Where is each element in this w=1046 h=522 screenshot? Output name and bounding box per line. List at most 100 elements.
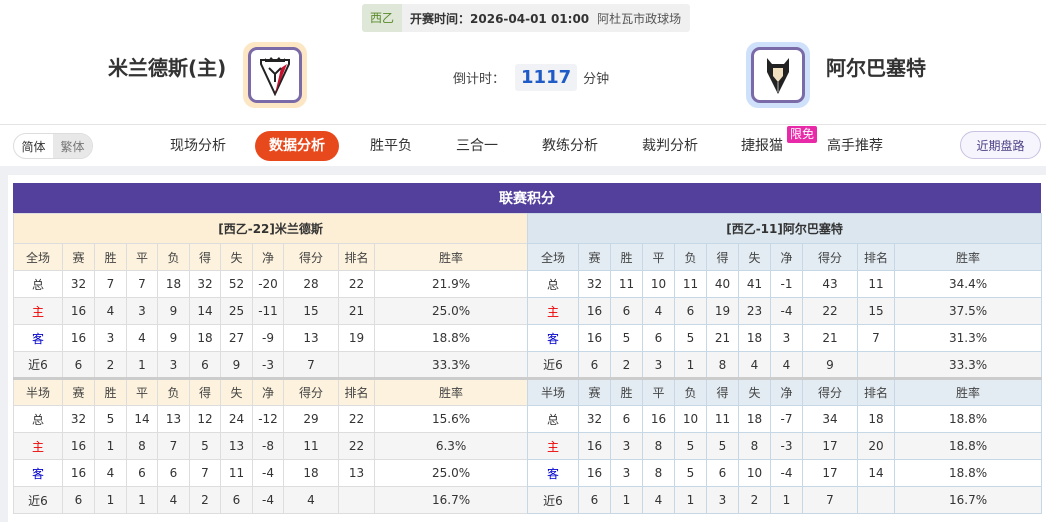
lang-traditional[interactable]: 繁体 — [53, 134, 92, 158]
table-row: 客 16 5 6 5 21 18 3 21 7 31.3% — [527, 324, 1043, 352]
table-cell: 1 — [126, 351, 158, 379]
away-team-logo[interactable] — [746, 42, 810, 108]
table-cell: 16 — [578, 459, 611, 487]
row-label: 客 — [13, 459, 63, 487]
table-row: 客 16 3 4 9 18 27 -9 13 19 18.8% — [13, 324, 529, 352]
tab-expert-picks[interactable]: 高手推荐 — [827, 138, 883, 154]
table-cell: 4 — [126, 324, 158, 352]
table-cell: 31.3% — [893, 324, 1043, 352]
table-cell: 3 — [94, 324, 127, 352]
tab-jiebaomao[interactable]: 捷报猫 — [741, 138, 783, 154]
table-cell: 1 — [610, 486, 643, 514]
column-header: 平 — [126, 243, 158, 271]
table-cell: 6 — [674, 297, 707, 325]
table-cell: 8 — [706, 351, 739, 379]
row-label: 近6 — [527, 486, 579, 514]
section-label: 半场 — [13, 377, 63, 406]
table-cell: 1 — [674, 351, 707, 379]
row-label: 客 — [527, 459, 579, 487]
table-cell: 32 — [578, 405, 611, 433]
tab-coach-analysis[interactable]: 教练分析 — [542, 138, 598, 154]
table-cell: 3 — [157, 351, 190, 379]
table-cell: 19 — [706, 297, 739, 325]
table-row: 主 16 3 8 5 5 8 -3 17 20 18.8% — [527, 432, 1043, 460]
table-cell: 2 — [738, 486, 771, 514]
table-cell: 13 — [338, 459, 375, 487]
table-cell: 6 — [610, 405, 643, 433]
table-cell: 24 — [220, 405, 253, 433]
table-cell: 16 — [578, 324, 611, 352]
row-label: 主 — [13, 297, 63, 325]
language-switch[interactable]: 简体 繁体 — [13, 133, 93, 159]
home-team-logo[interactable] — [243, 42, 307, 108]
table-cell: 17 — [802, 459, 858, 487]
table-header-row: 半场赛胜平负得失净得分 排名 胜率 — [527, 377, 1043, 406]
table-row: 客 16 3 8 5 6 10 -4 17 14 18.8% — [527, 459, 1043, 487]
column-header: 平 — [642, 377, 675, 406]
away-team-name[interactable]: 阿尔巴塞特 — [826, 56, 926, 80]
row-label: 总 — [13, 405, 63, 433]
table-cell: 11 — [674, 270, 707, 298]
column-header: 平 — [126, 377, 158, 406]
table-cell: 9 — [157, 324, 190, 352]
recent-handicap-button[interactable]: 近期盘路 — [960, 131, 1041, 159]
table-cell: 18 — [283, 459, 339, 487]
table-row: 主 16 4 3 9 14 25 -11 15 21 25.0% — [13, 297, 529, 325]
home-team-name[interactable]: 米兰德斯(主) — [108, 56, 227, 80]
table-cell: 27 — [220, 324, 253, 352]
tab-referee-analysis[interactable]: 裁判分析 — [642, 138, 698, 154]
table-cell: 37.5% — [893, 297, 1043, 325]
table-cell: 18 — [857, 405, 895, 433]
column-header: 失 — [220, 377, 253, 406]
tab-live-analysis[interactable]: 现场分析 — [170, 138, 226, 154]
column-header: 胜 — [94, 377, 127, 406]
table-cell: 43 — [802, 270, 858, 298]
table-cell: 5 — [674, 324, 707, 352]
table-cell — [857, 351, 895, 379]
countdown-unit: 分钟 — [583, 72, 610, 87]
table-cell: 11 — [706, 405, 739, 433]
table-cell: 10 — [738, 459, 771, 487]
table-cell: 7 — [94, 270, 127, 298]
table-cell: 4 — [770, 351, 803, 379]
table-cell: 33.3% — [893, 351, 1043, 379]
table-cell: 8 — [642, 459, 675, 487]
table-cell: 7 — [189, 459, 221, 487]
away-standings-table: [西乙-11]阿尔巴塞特 全场赛胜平负得失净得分 排名 胜率总 32 11 10 11 40 41… — [526, 213, 1043, 514]
table-cell: -12 — [252, 405, 284, 433]
table-row: 客 16 4 6 6 7 11 -4 18 13 25.0% — [13, 459, 529, 487]
tab-three-in-one[interactable]: 三合一 — [456, 138, 498, 154]
table-cell: 18 — [738, 405, 771, 433]
column-header: 得分 — [802, 243, 858, 271]
home-crest-icon — [260, 57, 290, 96]
table-row: 近6 6 2 1 3 6 9 -3 7 33.3% — [13, 351, 529, 379]
table-cell: 2 — [189, 486, 221, 514]
table-cell: 32 — [578, 270, 611, 298]
table-cell: 4 — [642, 486, 675, 514]
table-row: 总 32 5 14 13 12 24 -12 29 22 15.6% — [13, 405, 529, 433]
table-cell: 18 — [189, 324, 221, 352]
table-cell: 15 — [857, 297, 895, 325]
column-header: 负 — [674, 377, 707, 406]
table-cell: 6 — [189, 351, 221, 379]
row-label: 主 — [13, 432, 63, 460]
table-row: 主 16 6 4 6 19 23 -4 22 15 37.5% — [527, 297, 1043, 325]
table-cell: 4 — [157, 486, 190, 514]
table-cell: 6 — [62, 351, 95, 379]
column-header: 负 — [674, 243, 707, 271]
lang-simplified[interactable]: 简体 — [21, 139, 46, 154]
column-header: 失 — [738, 377, 771, 406]
row-label: 近6 — [527, 351, 579, 379]
league-tag[interactable]: 西乙 — [362, 4, 403, 32]
table-cell: 41 — [738, 270, 771, 298]
column-header: 排名 — [338, 377, 375, 406]
table-cell: 6 — [220, 486, 253, 514]
table-cell: -11 — [252, 297, 284, 325]
tab-data-analysis[interactable]: 数据分析 — [255, 131, 339, 161]
column-header: 胜 — [610, 243, 643, 271]
tab-win-draw-lose[interactable]: 胜平负 — [370, 138, 412, 154]
table-cell: 18.8% — [893, 459, 1043, 487]
table-cell: -7 — [770, 405, 803, 433]
table-cell: 15.6% — [373, 405, 529, 433]
table-cell: 33.3% — [373, 351, 529, 379]
